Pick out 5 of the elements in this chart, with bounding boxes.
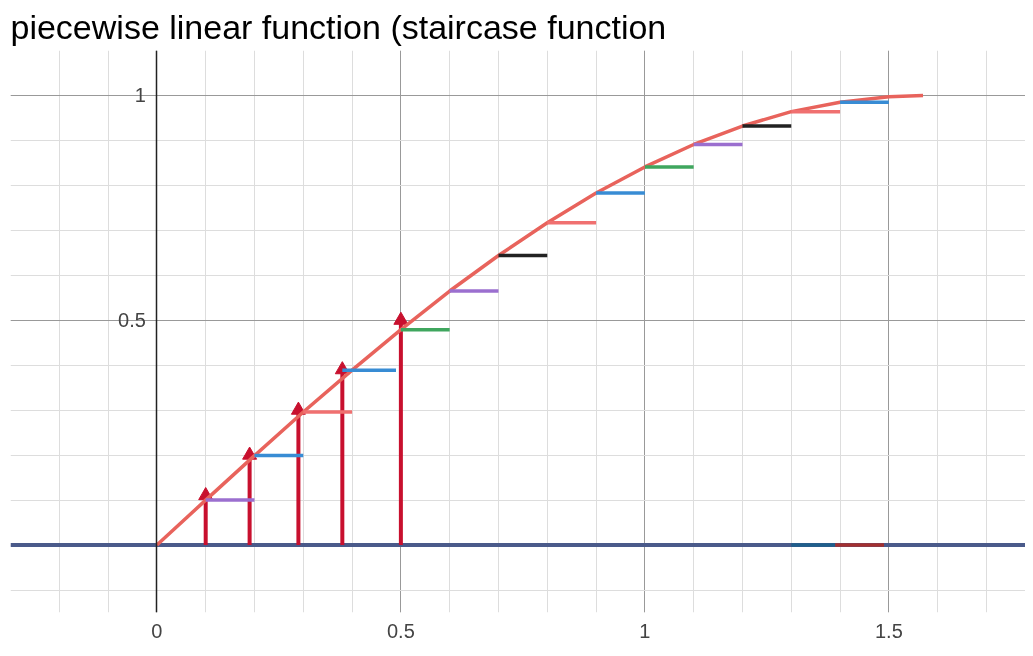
- x-tick-label: 0: [151, 619, 163, 642]
- x-tick-label: 1: [639, 619, 651, 642]
- x-tick-label: 1.5: [874, 619, 903, 642]
- x-tick-label: 0.5: [386, 619, 415, 642]
- chart-title: piecewise linear function (staircase function: [10, 7, 667, 46]
